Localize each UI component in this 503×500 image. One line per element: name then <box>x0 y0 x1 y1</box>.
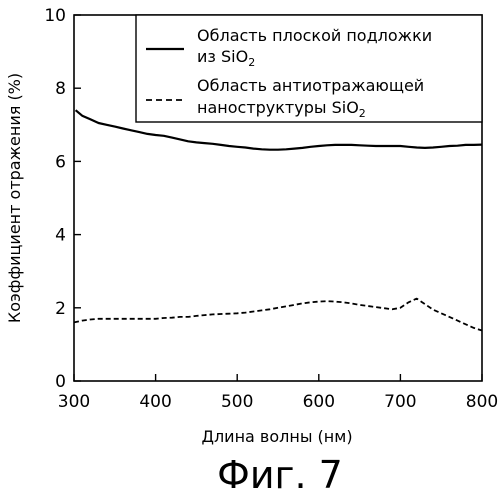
legend-series-1-subscript: 2 <box>248 56 255 69</box>
y-tick-label: 0 <box>55 372 66 392</box>
y-tick-label: 6 <box>55 152 66 172</box>
legend-series-2-line-1: Область антиотражающей <box>197 76 424 95</box>
y-tick-label: 10 <box>44 6 66 26</box>
x-axis-ticks: 300 400 500 600 700 800 <box>58 374 498 412</box>
figure-caption: Фиг. 7 <box>217 453 343 497</box>
x-tick-label: 400 <box>139 392 171 412</box>
legend-series-1-line-2: из SiO2 <box>197 47 255 69</box>
legend-series-2-subscript: 2 <box>359 107 366 120</box>
x-tick-label: 300 <box>58 392 90 412</box>
y-tick-label: 2 <box>55 299 66 319</box>
x-tick-label: 800 <box>466 392 498 412</box>
y-axis-ticks: 0 2 4 6 8 10 <box>44 6 81 392</box>
series-antireflective-line <box>74 299 482 331</box>
x-tick-label: 600 <box>303 392 335 412</box>
x-tick-label: 500 <box>221 392 253 412</box>
y-tick-label: 4 <box>55 226 66 246</box>
x-tick-label: 700 <box>384 392 416 412</box>
x-axis-title: Длина волны (нм) <box>201 427 352 446</box>
legend: Область плоской подложки из SiO2 Область… <box>136 15 482 122</box>
legend-series-2-line-2: наноструктуры SiO2 <box>197 98 366 120</box>
series-layer <box>74 110 482 330</box>
legend-series-1-text-2: из SiO <box>197 47 248 66</box>
y-tick-label: 8 <box>55 79 66 99</box>
y-axis-title: Коэффициент отражения (%) <box>5 73 24 323</box>
legend-series-2-text-2: наноструктуры SiO <box>197 98 359 117</box>
legend-series-1-line-1: Область плоской подложки <box>197 26 432 45</box>
